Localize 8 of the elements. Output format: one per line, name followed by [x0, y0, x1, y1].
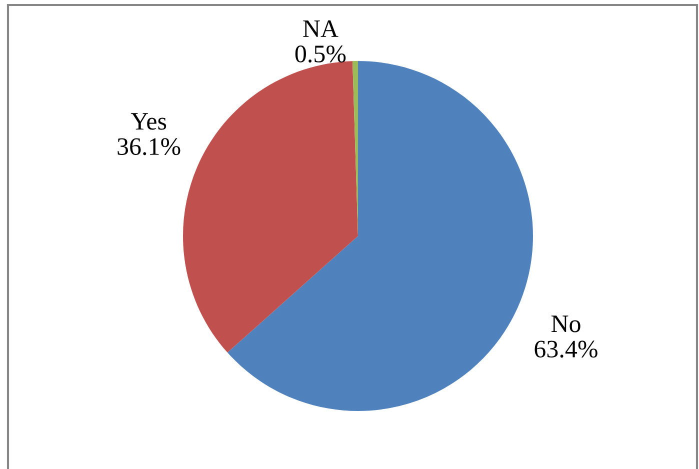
slice-label: Yes [130, 113, 166, 130]
data-label: 63.4% [534, 340, 598, 358]
data-label: 0.5% [295, 46, 346, 63]
pie-slice [183, 61, 358, 353]
pie-slice [227, 61, 533, 411]
slice-label: NA [303, 20, 338, 37]
slice-label: No [551, 316, 580, 332]
data-label: 36.1% [118, 138, 180, 156]
